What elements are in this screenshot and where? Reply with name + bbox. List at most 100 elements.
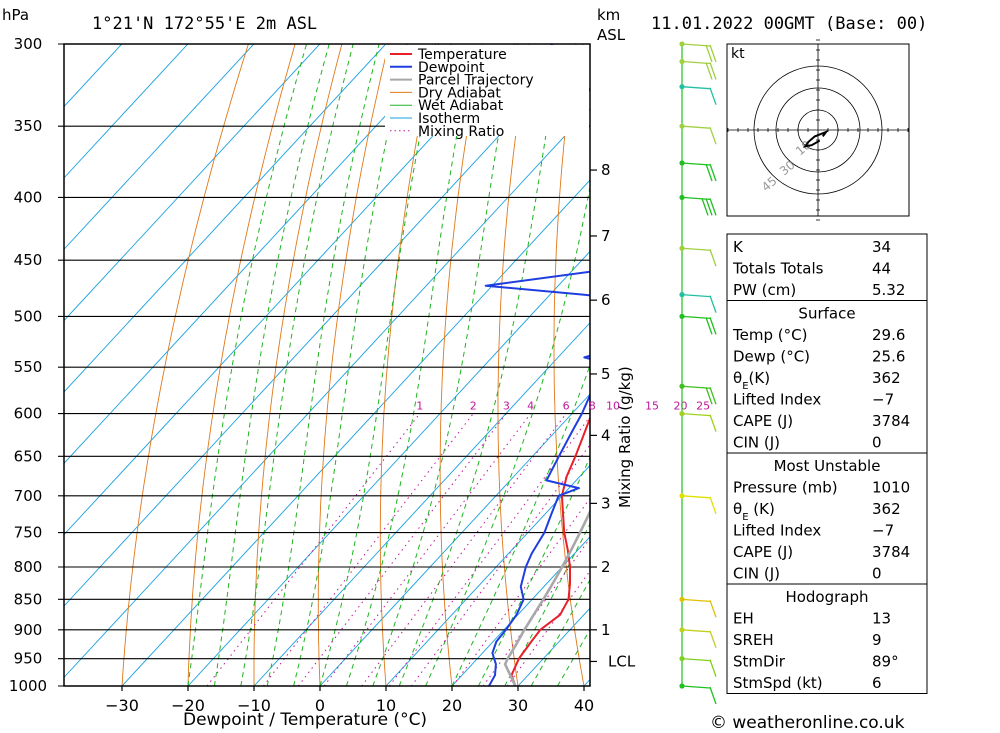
mixing-ratio-label: 4 <box>527 400 534 413</box>
dry-adiabat-line <box>608 0 656 712</box>
hodograph-trace <box>802 129 829 148</box>
datetime-title: 11.01.2022 00GMT (Base: 00) <box>651 14 927 34</box>
isotherm-line <box>64 44 189 179</box>
wind-barb-flag <box>709 295 717 313</box>
legend-label: Dewpoint <box>418 60 485 76</box>
pressure-tick-label: 550 <box>14 358 43 376</box>
wind-barb-flag <box>705 198 713 216</box>
dry-adiabat-line <box>661 0 723 712</box>
wet-adiabat-line <box>398 44 562 686</box>
wind-barb-flag <box>705 317 713 335</box>
wind-barb-flag <box>709 163 717 182</box>
indices-row-value: 5.32 <box>872 281 905 299</box>
isotherm-line <box>385 464 590 686</box>
wind-barb-flag <box>709 659 717 677</box>
wind-barb-staff <box>681 685 711 689</box>
isotherm-line <box>0 0 146 686</box>
wet-adiabat-line <box>213 44 330 686</box>
km-tick-label: 7 <box>601 227 611 245</box>
wind-barb-flag <box>709 126 717 145</box>
mixing-ratio-label: 8 <box>589 400 596 413</box>
site-credit: © weatheronline.co.uk <box>710 713 905 733</box>
wind-barb <box>679 627 717 649</box>
location-title: 1°21'N 172°55'E 2m ASL <box>92 14 317 34</box>
legend-label: Isotherm <box>418 111 480 127</box>
indices-row-label: K <box>733 238 744 256</box>
axes: 3003504004505005506006507007508008509009… <box>9 35 636 715</box>
series-line-temperature <box>510 415 590 686</box>
wind-barb-flag <box>709 387 717 405</box>
wind-barb-flag <box>709 198 717 216</box>
indices-row-value: 44 <box>872 260 891 278</box>
wind-barb-staff <box>681 60 711 65</box>
dry-adiabat-line <box>121 44 249 686</box>
dry-adiabat-line <box>902 0 1000 712</box>
mixing-ratio-line <box>388 415 590 686</box>
wind-barb <box>679 84 717 105</box>
surface-row-value: −7 <box>872 391 894 409</box>
km-tick-label: 1 <box>601 621 611 639</box>
wet-adiabat-line <box>240 44 354 686</box>
series-line-parcel-trajectory <box>503 508 590 686</box>
isotherm-line <box>64 44 255 250</box>
wind-barb-flag <box>705 163 713 182</box>
most-unstable-row-label: CIN (J) <box>733 565 780 583</box>
wind-barb-flag <box>709 249 717 267</box>
wet-adiabat-line <box>266 44 380 686</box>
hodograph-table-box <box>726 583 928 694</box>
wind-barb-staff <box>681 598 711 602</box>
most-unstable-row-value: 362 <box>872 500 901 518</box>
isotherm-line <box>64 44 321 322</box>
surface-row-value: 29.6 <box>872 326 905 344</box>
hodograph-table-row-value: 89° <box>872 653 899 671</box>
wind-barb-staff <box>681 162 711 166</box>
mixing-ratio-line <box>452 497 590 686</box>
wind-barb-staff <box>681 86 711 90</box>
wind-barb <box>679 596 717 618</box>
pressure-tick-label: 600 <box>14 405 43 423</box>
asl-unit-label: ASL <box>597 26 626 44</box>
wet-adiabat-line <box>372 44 515 686</box>
wet-adiabat-line <box>293 44 408 686</box>
pressure-tick-label: 300 <box>14 35 43 53</box>
km-tick-label: LCL <box>608 652 636 670</box>
mixing-ratio-labels: 1 2 3 4 6 8 10 15 20 25 <box>416 400 710 413</box>
surface-row-label: Lifted Index <box>733 391 821 409</box>
wind-barb-staff <box>681 196 711 201</box>
wind-barb-staff <box>681 125 711 129</box>
mixing-ratio-label: 10 <box>606 400 620 413</box>
indices-row-value: 34 <box>872 238 891 256</box>
wind-barb-flag <box>709 496 717 515</box>
series-line-dewpoint <box>484 44 590 686</box>
isobar-lines <box>58 43 590 687</box>
mixing-ratio-line <box>506 570 590 686</box>
pressure-tick-label: 950 <box>14 650 43 668</box>
wind-barb-flag <box>705 62 713 80</box>
wind-barb <box>679 41 717 63</box>
indices-row-label: PW (cm) <box>733 281 796 299</box>
mixing-ratio-label: 6 <box>563 400 570 413</box>
wind-barb <box>679 683 717 705</box>
surface-row-label: CAPE (J) <box>733 412 793 430</box>
wind-barb <box>679 313 717 335</box>
pressure-tick-label: 700 <box>14 487 43 505</box>
legend-label: Wet Adiabat <box>418 98 504 114</box>
pressure-tick-label: 450 <box>14 251 43 269</box>
pressure-tick-label: 850 <box>14 590 43 608</box>
mixing-ratio-line <box>262 413 474 686</box>
wet-adiabat-line <box>530 578 590 686</box>
legend-label: Dry Adiabat <box>418 85 501 101</box>
mixing-ratio-line <box>411 443 590 686</box>
km-tick-label: 6 <box>601 291 611 309</box>
wet-adiabat-line <box>451 364 590 686</box>
wind-barb <box>679 493 717 515</box>
x-tick-label: 10 <box>376 696 396 715</box>
mixing-ratio-axis-title: Mixing Ratio (g/kg) <box>616 366 634 508</box>
hodograph-table-row-label: StmSpd (kt) <box>733 674 823 692</box>
mixing-ratio-label: 15 <box>645 400 659 413</box>
most-unstable-row-value: −7 <box>872 522 894 540</box>
x-tick-label: 30 <box>508 696 528 715</box>
wind-barb-flag <box>701 198 709 216</box>
wind-barb <box>679 245 717 267</box>
